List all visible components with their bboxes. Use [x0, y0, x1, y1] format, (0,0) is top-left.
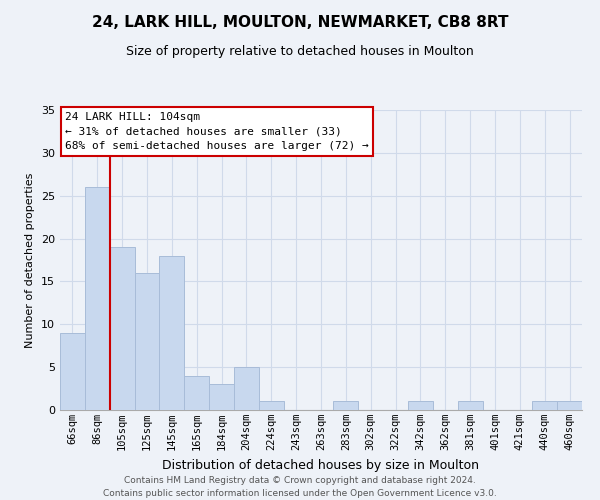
Bar: [234, 367, 259, 410]
Text: 24, LARK HILL, MOULTON, NEWMARKET, CB8 8RT: 24, LARK HILL, MOULTON, NEWMARKET, CB8 8…: [92, 15, 508, 30]
Bar: [184, 376, 209, 410]
Bar: [557, 402, 582, 410]
Text: Size of property relative to detached houses in Moulton: Size of property relative to detached ho…: [126, 45, 474, 58]
Bar: [532, 402, 557, 410]
Bar: [60, 333, 85, 410]
Text: 24 LARK HILL: 104sqm
← 31% of detached houses are smaller (33)
68% of semi-detac: 24 LARK HILL: 104sqm ← 31% of detached h…: [65, 112, 369, 151]
Bar: [85, 187, 110, 410]
Bar: [134, 273, 160, 410]
Bar: [458, 402, 482, 410]
Bar: [408, 402, 433, 410]
Text: Contains HM Land Registry data © Crown copyright and database right 2024.
Contai: Contains HM Land Registry data © Crown c…: [103, 476, 497, 498]
Bar: [160, 256, 184, 410]
Bar: [110, 247, 134, 410]
Bar: [334, 402, 358, 410]
Bar: [259, 402, 284, 410]
X-axis label: Distribution of detached houses by size in Moulton: Distribution of detached houses by size …: [163, 458, 479, 471]
Y-axis label: Number of detached properties: Number of detached properties: [25, 172, 35, 348]
Bar: [209, 384, 234, 410]
